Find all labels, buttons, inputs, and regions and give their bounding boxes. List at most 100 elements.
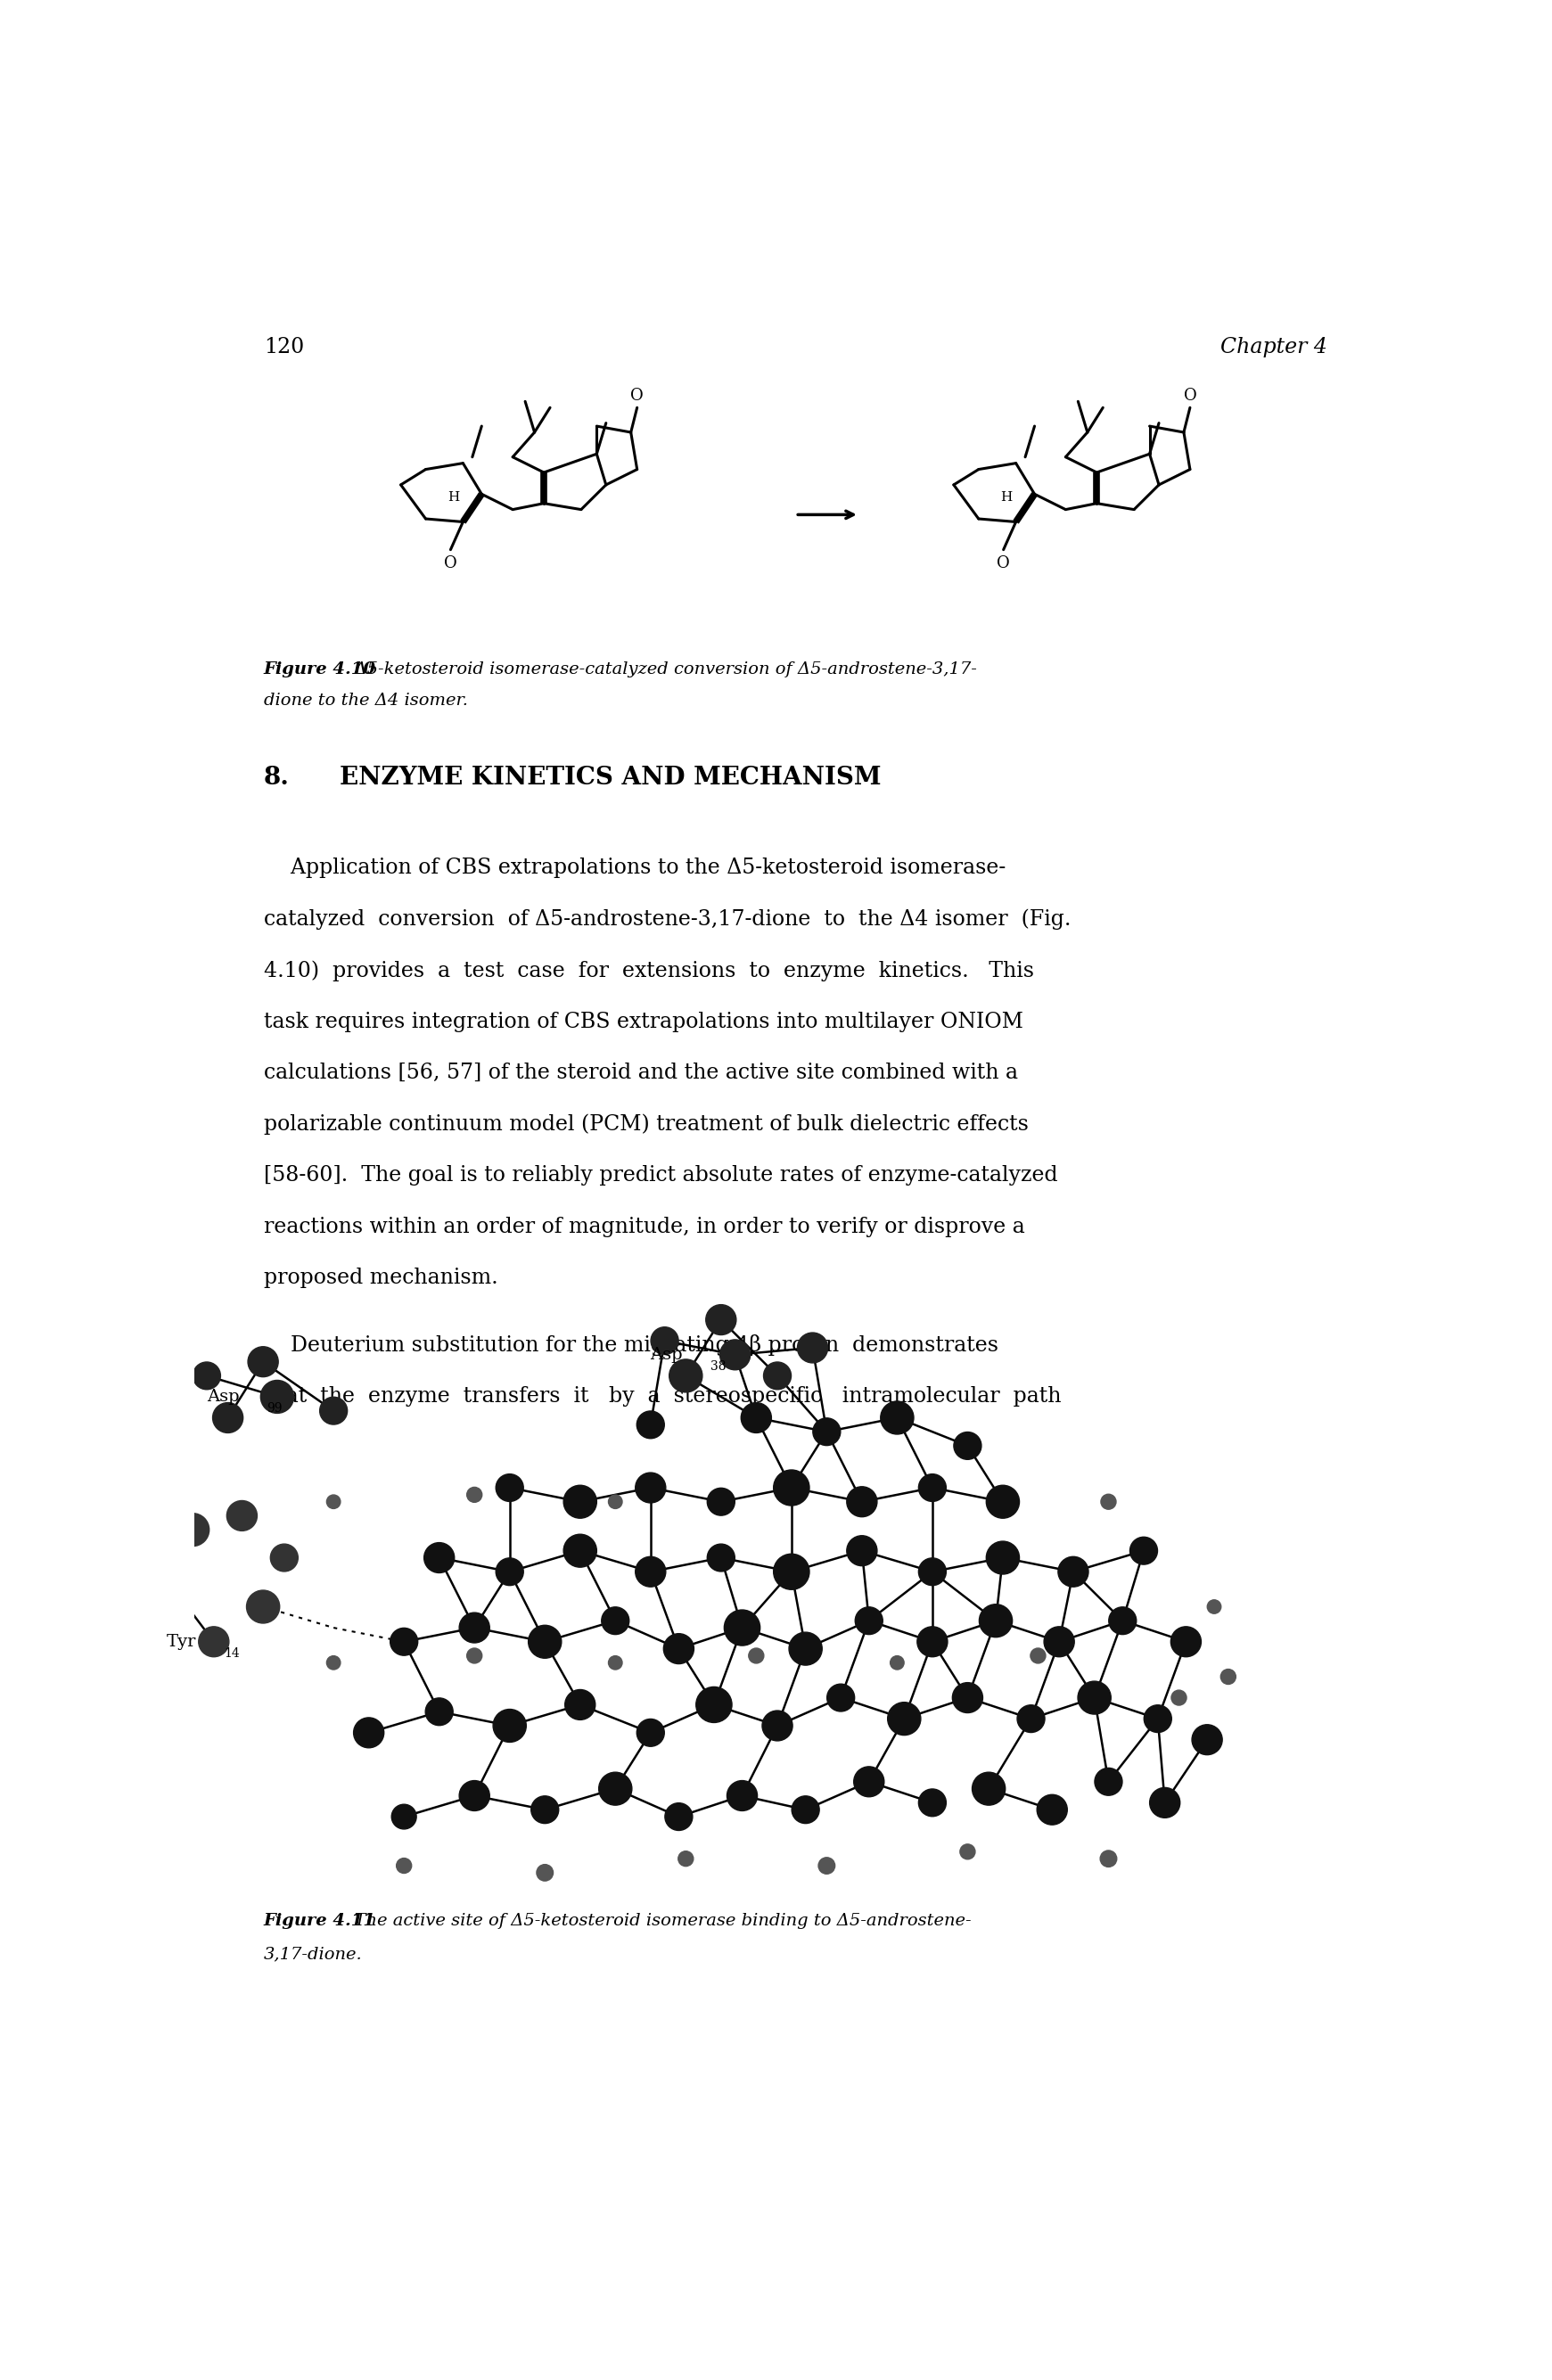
Circle shape — [495, 1473, 523, 1502]
Circle shape — [608, 1495, 622, 1509]
Text: catalyzed  conversion  of Δ5-androstene-3,17-dione  to  the Δ4 isomer  (Fig.: catalyzed conversion of Δ5-androstene-3,… — [264, 909, 1071, 931]
Circle shape — [129, 1542, 158, 1573]
Circle shape — [773, 1554, 810, 1590]
Circle shape — [1044, 1626, 1074, 1656]
Text: O: O — [1184, 388, 1197, 405]
Circle shape — [1037, 1795, 1068, 1825]
Circle shape — [669, 1359, 703, 1392]
Text: reactions within an order of magnitude, in order to verify or disprove a: reactions within an order of magnitude, … — [264, 1216, 1024, 1238]
Circle shape — [986, 1542, 1020, 1573]
Circle shape — [270, 1545, 298, 1571]
Circle shape — [459, 1780, 489, 1811]
Circle shape — [726, 1780, 757, 1811]
Circle shape — [764, 1361, 792, 1390]
Text: 14: 14 — [223, 1647, 239, 1659]
Circle shape — [1100, 1495, 1116, 1509]
Circle shape — [565, 1690, 596, 1721]
Circle shape — [326, 1495, 340, 1509]
Circle shape — [1207, 1599, 1221, 1614]
Circle shape — [494, 1709, 526, 1742]
Circle shape — [855, 1607, 883, 1635]
Text: calculations [56, 57] of the steroid and the active site combined with a: calculations [56, 57] of the steroid and… — [264, 1061, 1018, 1083]
Circle shape — [762, 1711, 793, 1740]
Circle shape — [199, 1626, 230, 1656]
Circle shape — [917, 1626, 948, 1656]
Circle shape — [495, 1559, 523, 1585]
Circle shape — [720, 1340, 750, 1371]
Circle shape — [636, 1411, 664, 1438]
Text: H: H — [1001, 490, 1012, 505]
Text: polarizable continuum model (PCM) treatment of bulk dielectric effects: polarizable continuum model (PCM) treatm… — [264, 1114, 1029, 1135]
Circle shape — [326, 1656, 340, 1671]
Circle shape — [636, 1718, 664, 1747]
Text: O: O — [630, 388, 644, 405]
Circle shape — [788, 1633, 823, 1666]
Text: O: O — [444, 555, 458, 571]
Text: dione to the Δ4 isomer.: dione to the Δ4 isomer. — [264, 693, 467, 709]
Circle shape — [213, 1402, 244, 1433]
Circle shape — [972, 1773, 1006, 1804]
Circle shape — [953, 1683, 982, 1714]
Circle shape — [773, 1471, 810, 1507]
Circle shape — [391, 1804, 416, 1830]
Text: Asp: Asp — [206, 1390, 239, 1404]
Text: Deuterium substitution for the migrating 4β proton  demonstrates: Deuterium substitution for the migrating… — [264, 1335, 998, 1357]
Circle shape — [798, 1333, 827, 1364]
Circle shape — [531, 1797, 559, 1823]
Circle shape — [792, 1797, 819, 1823]
Circle shape — [1220, 1668, 1235, 1685]
Circle shape — [247, 1590, 279, 1623]
Circle shape — [602, 1607, 629, 1635]
Text: Figure 4.10: Figure 4.10 — [264, 662, 376, 678]
Circle shape — [599, 1773, 632, 1804]
Circle shape — [425, 1697, 453, 1725]
Text: Chapter 4: Chapter 4 — [1220, 338, 1327, 357]
Circle shape — [1031, 1649, 1046, 1664]
Text: ENZYME KINETICS AND MECHANISM: ENZYME KINETICS AND MECHANISM — [340, 766, 882, 790]
Circle shape — [954, 1433, 981, 1459]
Circle shape — [1130, 1537, 1158, 1564]
Text: The active site of Δ5-ketosteroid isomerase binding to Δ5-androstene-: The active site of Δ5-ketosteroid isomer… — [343, 1914, 972, 1930]
Circle shape — [537, 1864, 553, 1880]
Circle shape — [1192, 1726, 1223, 1754]
Circle shape — [175, 1514, 210, 1547]
Circle shape — [528, 1626, 562, 1659]
Circle shape — [1100, 1852, 1117, 1866]
Circle shape — [608, 1656, 622, 1671]
Circle shape — [706, 1304, 736, 1335]
Circle shape — [847, 1535, 877, 1566]
Circle shape — [708, 1545, 734, 1571]
Circle shape — [467, 1488, 483, 1502]
Text: O: O — [996, 555, 1010, 571]
Text: Tyr: Tyr — [166, 1633, 196, 1649]
Text: Δ5-ketosteroid isomerase-catalyzed conversion of Δ5-androstene-3,17-: Δ5-ketosteroid isomerase-catalyzed conve… — [343, 662, 976, 678]
Circle shape — [748, 1649, 764, 1664]
Text: [58-60].  The goal is to reliably predict absolute rates of enzyme-catalyzed: [58-60]. The goal is to reliably predict… — [264, 1166, 1058, 1185]
Circle shape — [459, 1614, 489, 1642]
Text: Figure 4.11: Figure 4.11 — [264, 1914, 376, 1930]
Circle shape — [635, 1473, 666, 1502]
Circle shape — [1077, 1680, 1111, 1714]
Circle shape — [708, 1488, 734, 1516]
Circle shape — [854, 1766, 885, 1797]
Circle shape — [1150, 1787, 1180, 1818]
Text: proposed mechanism.: proposed mechanism. — [264, 1269, 498, 1288]
Circle shape — [664, 1633, 694, 1664]
Circle shape — [664, 1804, 692, 1830]
Circle shape — [919, 1559, 947, 1585]
Text: 3,17-dione.: 3,17-dione. — [264, 1947, 363, 1961]
Text: 8.: 8. — [264, 766, 290, 790]
Circle shape — [1058, 1557, 1088, 1587]
Circle shape — [390, 1628, 417, 1656]
Text: 99: 99 — [267, 1402, 282, 1414]
Circle shape — [1172, 1690, 1187, 1704]
Circle shape — [888, 1702, 920, 1735]
Circle shape — [678, 1852, 694, 1866]
Circle shape — [635, 1557, 666, 1587]
Circle shape — [396, 1859, 411, 1873]
Text: H: H — [447, 490, 459, 505]
Circle shape — [158, 1573, 185, 1599]
Text: 120: 120 — [264, 338, 304, 357]
Circle shape — [919, 1790, 947, 1816]
Circle shape — [563, 1535, 596, 1566]
